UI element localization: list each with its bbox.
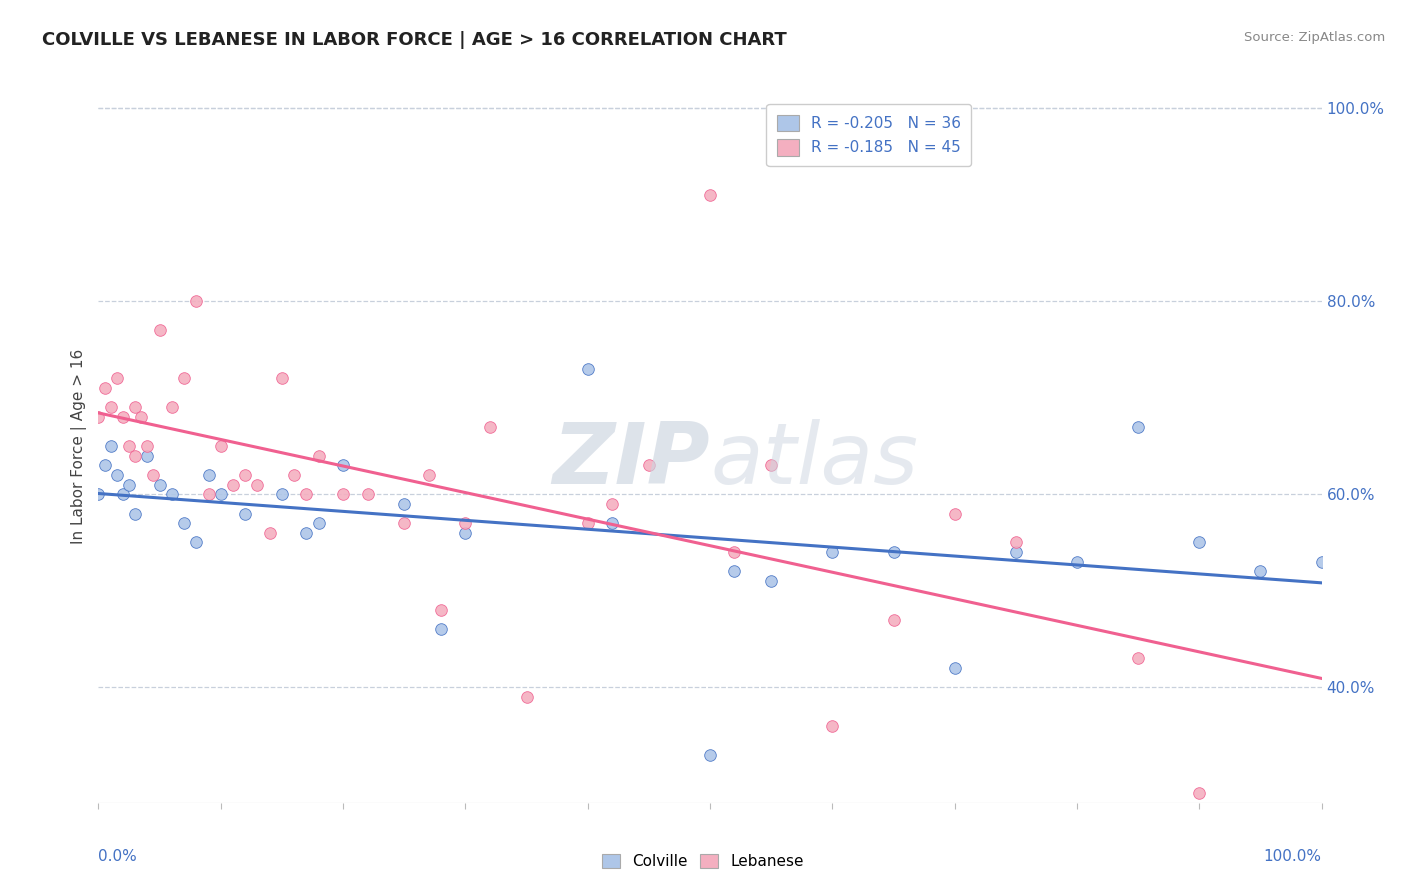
Point: [197, 487, 219, 501]
Point: [1188, 786, 1211, 800]
Point: [761, 574, 783, 588]
Point: [883, 613, 905, 627]
Point: [259, 525, 281, 540]
Point: [699, 747, 721, 762]
Point: [308, 449, 330, 463]
Point: [454, 525, 477, 540]
Point: [1004, 545, 1026, 559]
Point: [454, 516, 477, 530]
Point: [87, 410, 110, 425]
Point: [821, 545, 844, 559]
Point: [295, 487, 318, 501]
Point: [430, 622, 453, 636]
Point: [246, 477, 269, 491]
Point: [149, 477, 172, 491]
Point: [638, 458, 661, 473]
Point: [111, 487, 134, 501]
Point: [418, 467, 440, 482]
Point: [100, 401, 122, 415]
Text: 100.0%: 100.0%: [1264, 849, 1322, 864]
Point: [283, 467, 305, 482]
Point: [233, 467, 256, 482]
Point: [943, 661, 966, 675]
Point: [723, 545, 745, 559]
Point: [943, 507, 966, 521]
Point: [392, 497, 416, 511]
Point: [1004, 535, 1026, 549]
Point: [149, 323, 172, 337]
Point: [392, 516, 416, 530]
Point: [308, 516, 330, 530]
Point: [93, 381, 115, 395]
Point: [222, 477, 245, 491]
Point: [270, 371, 294, 385]
Point: [118, 439, 141, 453]
Point: [883, 545, 905, 559]
Text: COLVILLE VS LEBANESE IN LABOR FORCE | AGE > 16 CORRELATION CHART: COLVILLE VS LEBANESE IN LABOR FORCE | AG…: [42, 31, 787, 49]
Point: [600, 516, 623, 530]
Point: [600, 497, 623, 511]
Point: [1128, 651, 1150, 665]
Point: [111, 410, 134, 425]
Point: [118, 477, 141, 491]
Point: [124, 507, 146, 521]
Point: [821, 719, 844, 733]
Point: [576, 362, 599, 376]
Point: [105, 371, 128, 385]
Point: [356, 487, 378, 501]
Point: [136, 449, 159, 463]
Point: [1128, 419, 1150, 434]
Point: [129, 410, 152, 425]
Legend: Colville, Lebanese: Colville, Lebanese: [596, 847, 810, 875]
Text: 0.0%: 0.0%: [98, 849, 138, 864]
Point: [124, 449, 146, 463]
Legend: R = -0.205   N = 36, R = -0.185   N = 45: R = -0.205 N = 36, R = -0.185 N = 45: [766, 104, 972, 166]
Point: [1249, 565, 1271, 579]
Point: [332, 458, 354, 473]
Point: [173, 516, 195, 530]
Point: [1066, 555, 1088, 569]
Point: [100, 439, 122, 453]
Point: [761, 458, 783, 473]
Point: [209, 487, 232, 501]
Point: [1310, 555, 1333, 569]
Point: [173, 371, 195, 385]
Point: [332, 487, 354, 501]
Point: [209, 439, 232, 453]
Point: [430, 603, 453, 617]
Point: [478, 419, 501, 434]
Text: atlas: atlas: [710, 418, 918, 502]
Point: [186, 535, 208, 549]
Point: [270, 487, 294, 501]
Point: [87, 487, 110, 501]
Point: [197, 467, 219, 482]
Point: [576, 516, 599, 530]
Point: [295, 525, 318, 540]
Point: [160, 401, 183, 415]
Point: [515, 690, 537, 704]
Point: [1188, 535, 1211, 549]
Point: [699, 188, 721, 202]
Point: [233, 507, 256, 521]
Point: [136, 439, 159, 453]
Point: [105, 467, 128, 482]
Point: [723, 565, 745, 579]
Point: [160, 487, 183, 501]
Point: [124, 401, 146, 415]
Y-axis label: In Labor Force | Age > 16: In Labor Force | Age > 16: [72, 349, 87, 543]
Point: [93, 458, 115, 473]
Text: ZIP: ZIP: [553, 418, 710, 502]
Point: [142, 467, 165, 482]
Text: Source: ZipAtlas.com: Source: ZipAtlas.com: [1244, 31, 1385, 45]
Point: [186, 294, 208, 309]
